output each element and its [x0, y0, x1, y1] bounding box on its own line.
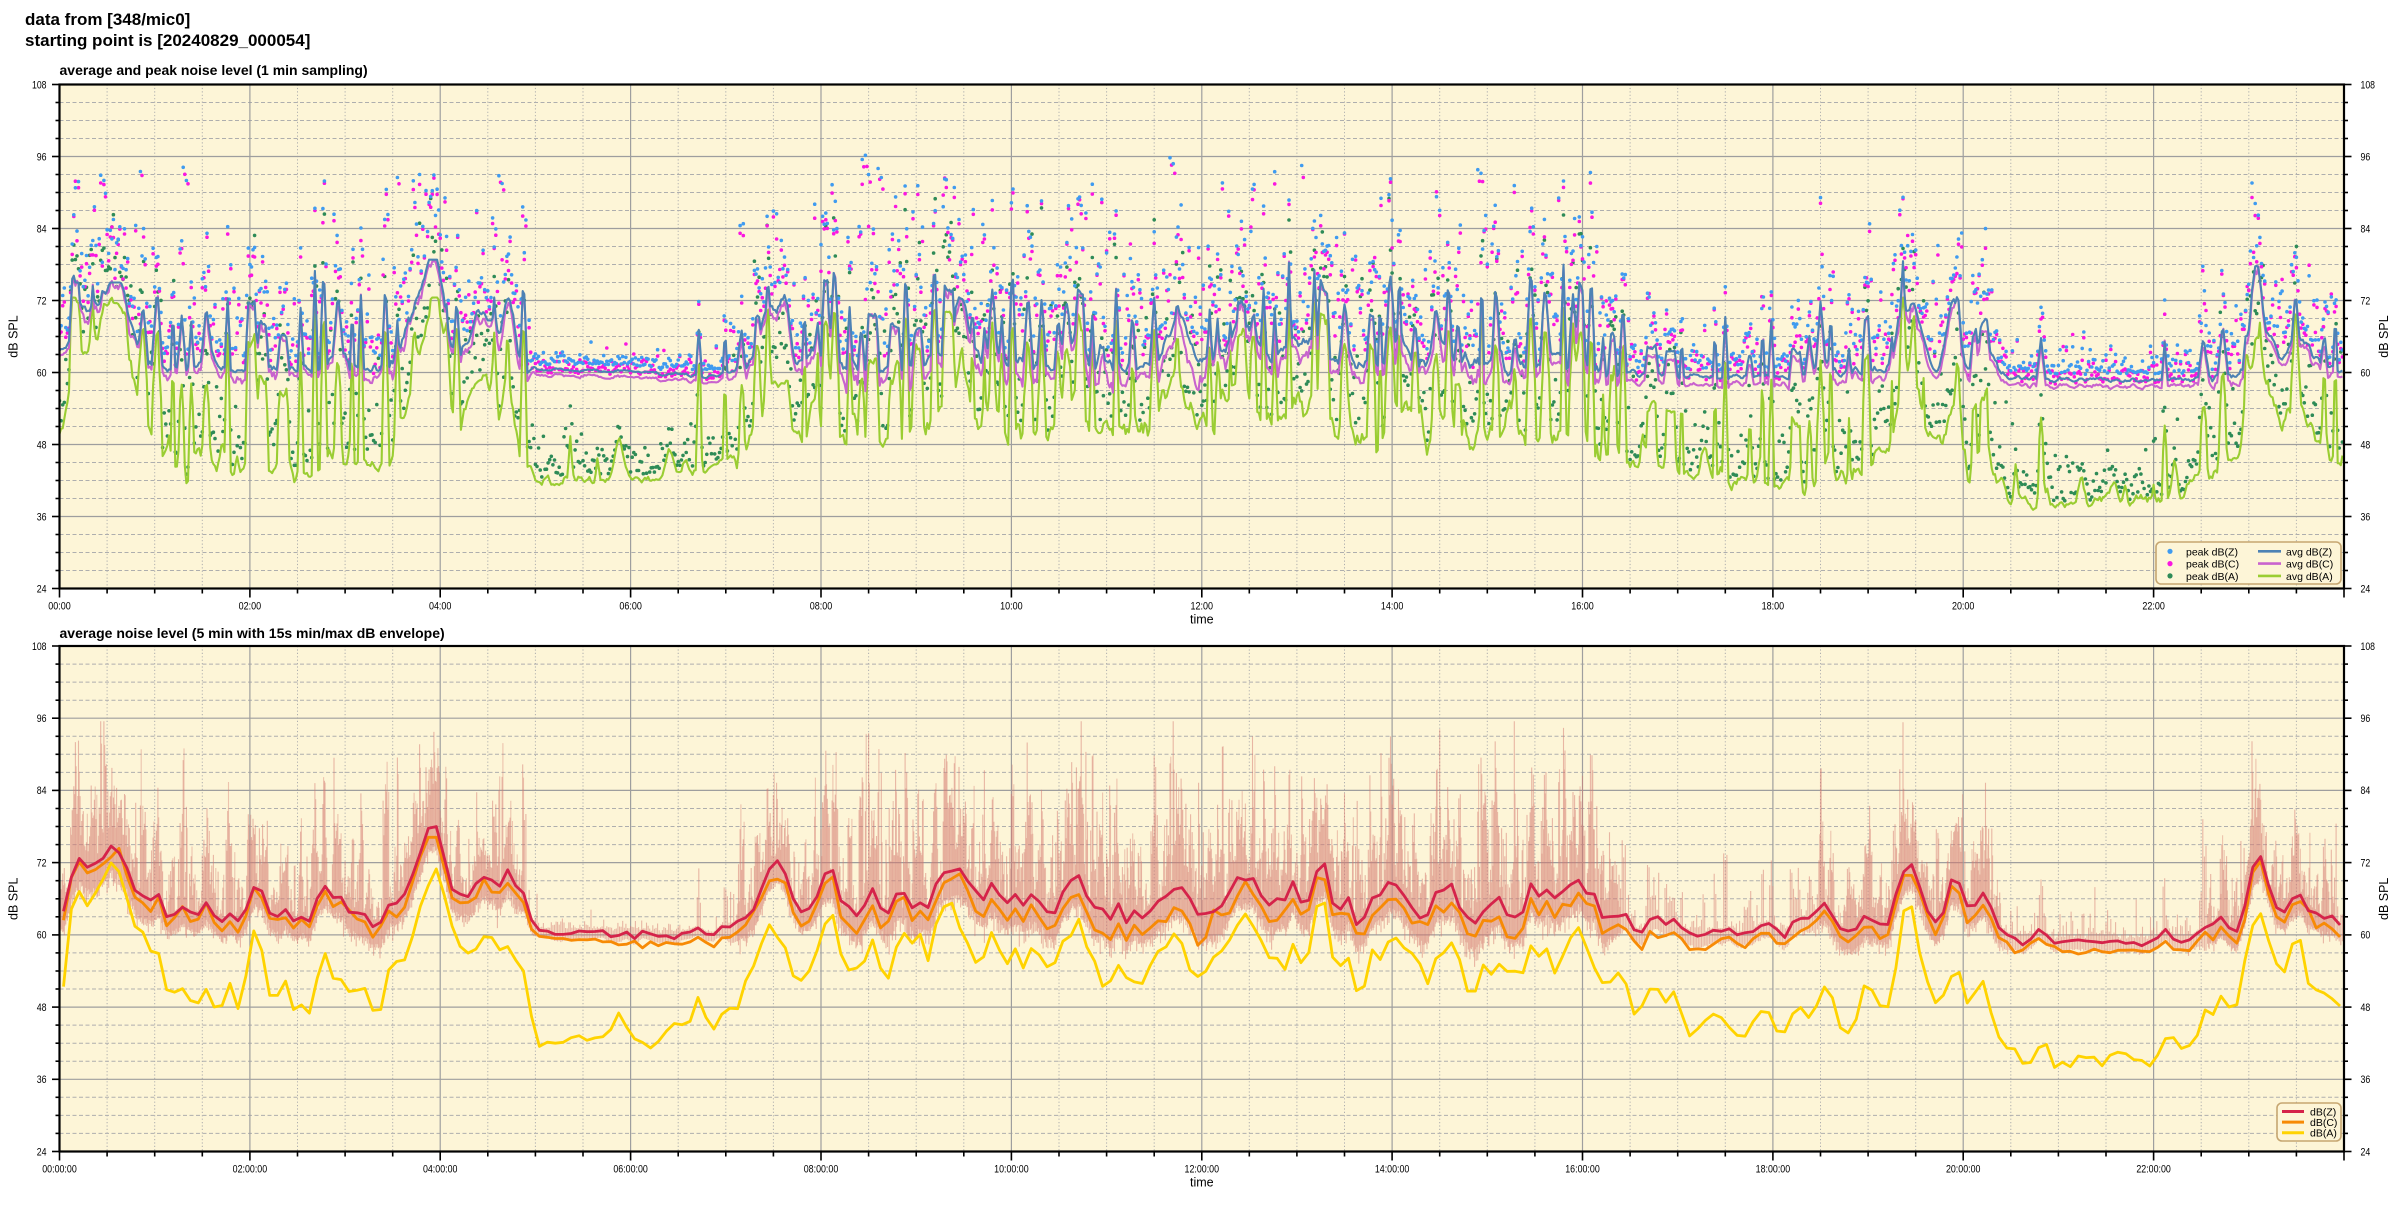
svg-text:00:00: 00:00	[48, 601, 71, 613]
svg-text:84: 84	[37, 785, 47, 797]
svg-text:16:00: 16:00	[1571, 601, 1594, 613]
svg-text:96: 96	[37, 713, 47, 725]
svg-text:22:00:00: 22:00:00	[2136, 1164, 2171, 1176]
svg-text:14:00: 14:00	[1381, 601, 1404, 613]
svg-text:10:00: 10:00	[1000, 601, 1023, 613]
svg-text:108: 108	[2361, 641, 2376, 653]
svg-text:08:00: 08:00	[810, 601, 833, 613]
svg-text:48: 48	[2361, 1002, 2371, 1014]
svg-text:avg dB(A): avg dB(A)	[2286, 571, 2333, 583]
svg-text:24: 24	[37, 583, 47, 595]
svg-text:72: 72	[37, 857, 47, 869]
svg-text:16:00:00: 16:00:00	[1565, 1164, 1600, 1176]
svg-text:data from [348/mic0]: data from [348/mic0]	[25, 10, 190, 29]
svg-text:84: 84	[37, 223, 47, 235]
svg-text:avg dB(Z): avg dB(Z)	[2286, 546, 2332, 558]
svg-text:36: 36	[37, 511, 47, 523]
svg-text:36: 36	[2361, 511, 2371, 523]
svg-text:00:00:00: 00:00:00	[42, 1164, 77, 1176]
svg-text:72: 72	[2361, 295, 2371, 307]
svg-text:time: time	[1190, 613, 1214, 627]
svg-text:60: 60	[2361, 930, 2371, 942]
svg-text:02:00: 02:00	[239, 601, 262, 613]
svg-text:10:00:00: 10:00:00	[994, 1164, 1029, 1176]
svg-text:dB(C): dB(C)	[2310, 1117, 2337, 1129]
svg-text:108: 108	[2361, 79, 2376, 91]
svg-text:84: 84	[2361, 785, 2371, 797]
svg-text:starting point is [20240829_00: starting point is [20240829_000054]	[25, 31, 310, 50]
svg-text:36: 36	[37, 1074, 47, 1086]
svg-text:48: 48	[2361, 439, 2371, 451]
svg-text:72: 72	[37, 295, 47, 307]
svg-text:average and peak noise level (: average and peak noise level (1 min samp…	[60, 62, 368, 78]
svg-text:60: 60	[2361, 367, 2371, 379]
svg-text:dB(A): dB(A)	[2310, 1128, 2337, 1140]
svg-text:02:00:00: 02:00:00	[233, 1164, 268, 1176]
svg-text:12:00: 12:00	[1191, 601, 1214, 613]
svg-text:avg dB(C): avg dB(C)	[2286, 559, 2333, 571]
svg-text:96: 96	[2361, 713, 2371, 725]
svg-text:96: 96	[37, 151, 47, 163]
svg-text:dB SPL: dB SPL	[7, 878, 21, 920]
svg-text:18:00:00: 18:00:00	[1756, 1164, 1791, 1176]
svg-text:04:00:00: 04:00:00	[423, 1164, 458, 1176]
svg-text:dB SPL: dB SPL	[2377, 315, 2391, 357]
svg-text:peak dB(A): peak dB(A)	[2186, 571, 2239, 583]
svg-text:24: 24	[2361, 1146, 2371, 1158]
svg-text:60: 60	[37, 930, 47, 942]
svg-text:108: 108	[32, 79, 47, 91]
svg-text:dB SPL: dB SPL	[2377, 878, 2391, 920]
svg-text:06:00:00: 06:00:00	[613, 1164, 648, 1176]
svg-text:14:00:00: 14:00:00	[1375, 1164, 1410, 1176]
svg-text:dB(Z): dB(Z)	[2310, 1107, 2336, 1119]
svg-text:48: 48	[37, 1002, 47, 1014]
svg-text:08:00:00: 08:00:00	[804, 1164, 839, 1176]
svg-text:60: 60	[37, 367, 47, 379]
svg-text:20:00:00: 20:00:00	[1946, 1164, 1981, 1176]
svg-text:36: 36	[2361, 1074, 2371, 1086]
svg-text:96: 96	[2361, 151, 2371, 163]
svg-text:84: 84	[2361, 223, 2371, 235]
svg-text:24: 24	[37, 1146, 47, 1158]
svg-text:18:00: 18:00	[1762, 601, 1785, 613]
svg-text:average noise level (5 min wit: average noise level (5 min with 15s min/…	[60, 625, 445, 641]
svg-text:time: time	[1190, 1176, 1214, 1190]
svg-text:04:00: 04:00	[429, 601, 452, 613]
svg-text:72: 72	[2361, 857, 2371, 869]
svg-text:06:00: 06:00	[619, 601, 642, 613]
svg-text:peak dB(Z): peak dB(Z)	[2186, 546, 2238, 558]
svg-text:22:00: 22:00	[2142, 601, 2165, 613]
svg-text:108: 108	[32, 641, 47, 653]
svg-text:12:00:00: 12:00:00	[1185, 1164, 1220, 1176]
svg-text:24: 24	[2361, 583, 2371, 595]
svg-text:peak dB(C): peak dB(C)	[2186, 559, 2239, 571]
svg-text:20:00: 20:00	[1952, 601, 1975, 613]
svg-text:48: 48	[37, 439, 47, 451]
svg-text:dB SPL: dB SPL	[7, 315, 21, 357]
